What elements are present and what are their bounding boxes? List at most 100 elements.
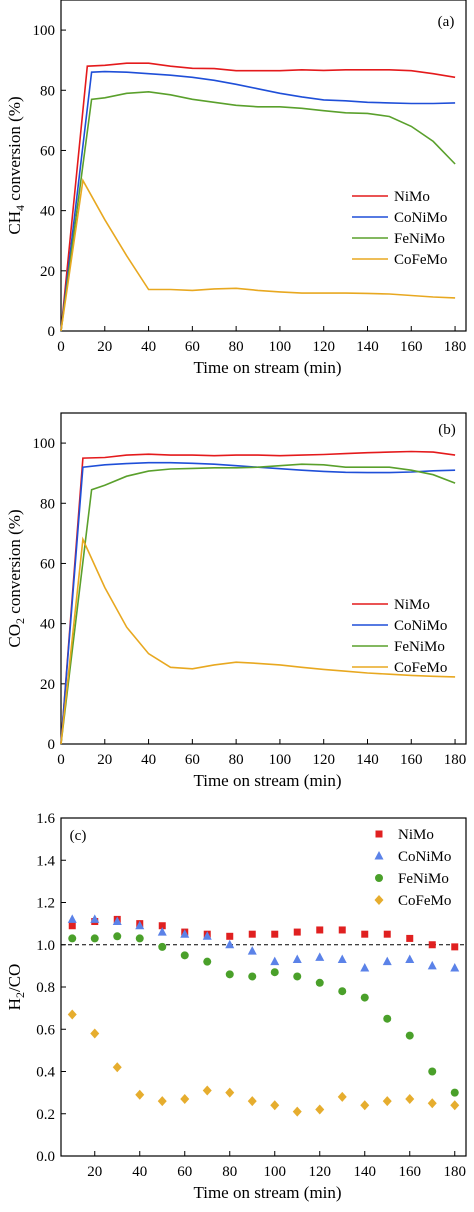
data-point: [135, 1089, 145, 1100]
data-point: [360, 993, 369, 1002]
y-tick-label: 80: [40, 496, 55, 512]
data-point: [315, 952, 325, 961]
legend-label: CoNiMo: [398, 849, 451, 865]
x-tick-label: 120: [312, 339, 335, 355]
y-axis-title-main: CH: [5, 211, 24, 235]
data-point: [338, 987, 347, 996]
y-tick-label: 40: [40, 617, 55, 633]
data-point: [382, 956, 392, 966]
data-point: [203, 957, 212, 966]
y-axis-title-rest: conversion (%): [5, 96, 24, 205]
data-point: [225, 970, 234, 979]
data-point: [451, 943, 459, 951]
data-point: [405, 954, 415, 964]
x-tick-label: 80: [229, 752, 244, 768]
x-tick-label: 160: [400, 339, 423, 355]
y-axis-title-rest: conversion (%): [5, 509, 24, 618]
x-tick-label: 20: [87, 1164, 102, 1180]
y-tick-label: 100: [33, 23, 56, 39]
series-fenimo: [60, 463, 456, 745]
data-point: [450, 962, 460, 972]
chart-panel-c: 20 40 60 80 100 120 140 160 180 0.0 0.2 0.4 0.6 0.8 1.…: [5, 811, 467, 1202]
data-point: [135, 920, 145, 930]
data-point: [450, 1100, 460, 1111]
data-point: [90, 1028, 100, 1039]
x-tick-label: 140: [356, 339, 379, 355]
y-tick-label: 0.0: [36, 1149, 55, 1165]
data-point: [225, 939, 235, 949]
series-line-cofemo: [60, 536, 456, 745]
x-tick-label: 40: [141, 752, 156, 768]
data-point: [112, 916, 122, 926]
x-tick-label: 60: [177, 1164, 192, 1180]
y-tick-label: 1.4: [36, 853, 55, 869]
data-point: [90, 914, 100, 923]
series-line-cofemo: [60, 178, 456, 332]
x-tick-label: 140: [356, 752, 379, 768]
data-point: [271, 930, 279, 938]
series-line-fenimo: [60, 463, 456, 745]
data-point: [383, 930, 391, 938]
x-tick-label: 160: [400, 752, 423, 768]
y-tick-label: 0.6: [36, 1022, 55, 1038]
y-tick-label: 0: [48, 324, 56, 340]
y-tick-label: 40: [40, 204, 55, 220]
panel-label: (b): [438, 422, 456, 438]
data-point: [247, 1096, 257, 1107]
legend-label: CoFeMo: [394, 660, 447, 676]
x-tick-label: 40: [141, 339, 156, 355]
plot-frame: [60, 817, 467, 1157]
data-point: [67, 914, 77, 923]
data-point: [315, 1104, 325, 1115]
data-point: [337, 1091, 347, 1102]
data-point: [202, 931, 212, 940]
y-tick-label: 1.6: [36, 811, 55, 827]
data-point: [248, 972, 257, 981]
y-axis-title: CO2 conversion (%): [5, 509, 27, 647]
series-line-conimo: [60, 70, 456, 332]
data-point: [382, 1096, 392, 1107]
chart-panel-b: 0 20 40 60 80 100 120 140 160 180 0 20 40 60 80 100 Time…: [5, 412, 467, 790]
data-point: [158, 922, 166, 930]
y-tick-label: 100: [33, 436, 56, 452]
data-point: [315, 978, 324, 987]
y-axis-title-rest: /CO: [5, 964, 24, 992]
series-line-fenimo: [60, 90, 456, 332]
data-point: [427, 1098, 437, 1109]
plot-frame: [60, 412, 467, 745]
x-tick-label: 160: [399, 1164, 422, 1180]
y-tick-label: 0: [48, 737, 56, 753]
x-tick-label: 140: [354, 1164, 377, 1180]
x-tick-label: 120: [309, 1164, 332, 1180]
y-tick-label: 1.0: [36, 938, 55, 954]
data-point: [180, 951, 189, 960]
data-point: [360, 1100, 370, 1111]
data-point: [113, 932, 122, 941]
y-axis-title: H2/CO: [5, 964, 27, 1011]
data-point: [158, 942, 167, 951]
data-point: [157, 1096, 167, 1107]
data-point: [292, 1106, 302, 1117]
data-point: [180, 1093, 190, 1104]
x-axis-title: Time on stream (min): [193, 1183, 341, 1202]
legend-label: FeNiMo: [394, 639, 445, 655]
y-axis-title-main: H: [5, 998, 24, 1010]
series-fenimo: [68, 932, 459, 1097]
data-point: [360, 962, 370, 972]
x-tick-label: 180: [444, 339, 467, 355]
legend-swatch: [375, 874, 383, 882]
legend-label: NiMo: [394, 189, 430, 205]
data-point: [316, 926, 324, 934]
y-axis-title-main: CO: [5, 624, 24, 648]
data-point: [405, 1093, 415, 1104]
legend-label: NiMo: [398, 827, 434, 843]
data-point: [68, 934, 77, 943]
legend-swatch: [374, 895, 384, 905]
series-nimo: [60, 450, 456, 745]
legend-label: CoFeMo: [398, 893, 451, 909]
legend-label: CoNiMo: [394, 210, 447, 226]
x-tick-label: 60: [185, 752, 200, 768]
y-axis-title-subscript: 4: [13, 205, 27, 211]
series-conimo: [60, 70, 456, 332]
y-tick-label: 60: [40, 556, 55, 572]
